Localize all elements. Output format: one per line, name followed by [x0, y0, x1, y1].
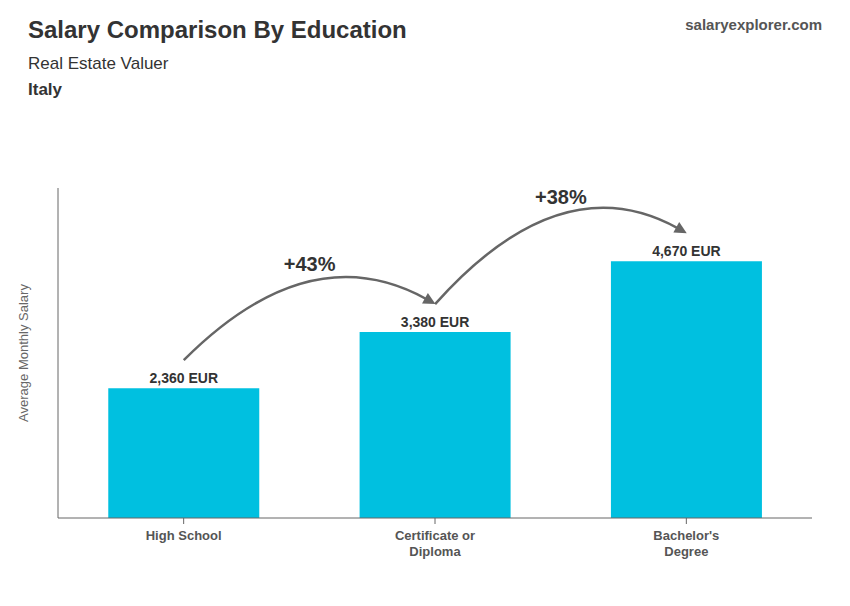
svg-text:+38%: +38% [535, 188, 587, 208]
svg-text:4,670 EUR: 4,670 EUR [652, 243, 720, 259]
html-text:salaryexplorer.com: salaryexplorer.com [685, 16, 822, 33]
svg-text:Certificate orDiploma: Certificate orDiploma [395, 528, 475, 559]
html-text:Salary Comparison By Education: Salary Comparison By Education [28, 16, 407, 43]
svg-text:2,360 EUR: 2,360 EUR [150, 370, 218, 386]
svg-text:Bachelor'sDegree: Bachelor'sDegree [653, 528, 719, 559]
html-text:Italy: Italy [28, 80, 62, 99]
html-text:Real Estate Valuer: Real Estate Valuer [28, 54, 169, 73]
svg-text:Average Monthly Salary: Average Monthly Salary [16, 284, 31, 422]
svg-text:3,380 EUR: 3,380 EUR [401, 314, 469, 330]
svg-text:+43%: +43% [284, 253, 336, 275]
svg-text:High School: High School [146, 528, 222, 543]
